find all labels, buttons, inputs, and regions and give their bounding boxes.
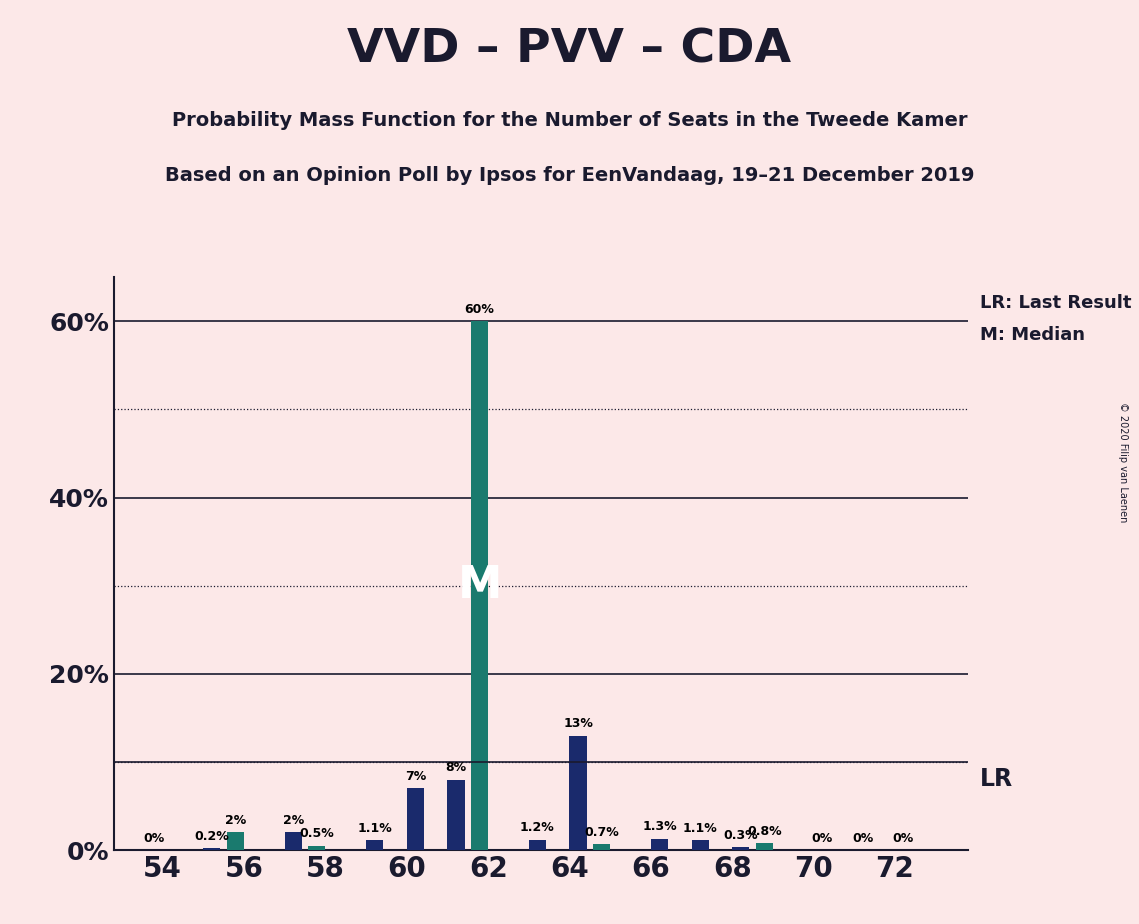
Text: 1.1%: 1.1%: [682, 822, 718, 835]
Bar: [732, 847, 749, 850]
Bar: [756, 843, 773, 850]
Bar: [227, 833, 244, 850]
Text: LR: LR: [980, 767, 1013, 791]
Bar: [285, 833, 302, 850]
Bar: [570, 736, 587, 850]
Text: © 2020 Filip van Laenen: © 2020 Filip van Laenen: [1117, 402, 1128, 522]
Text: M: Median: M: Median: [980, 326, 1084, 344]
Text: 1.2%: 1.2%: [521, 821, 555, 834]
Text: 0%: 0%: [852, 832, 874, 845]
Text: LR: Last Result: LR: Last Result: [980, 294, 1131, 312]
Bar: [691, 841, 708, 850]
Text: 2%: 2%: [224, 814, 246, 827]
Text: 8%: 8%: [445, 761, 467, 774]
Text: 0.8%: 0.8%: [747, 825, 781, 838]
Text: 0.5%: 0.5%: [300, 827, 334, 841]
Text: 2%: 2%: [282, 814, 304, 827]
Bar: [472, 322, 489, 850]
Text: 0.7%: 0.7%: [584, 826, 618, 839]
Text: Based on an Opinion Poll by Ipsos for EenVandaag, 19–21 December 2019: Based on an Opinion Poll by Ipsos for Ee…: [165, 166, 974, 186]
Bar: [593, 844, 611, 850]
Bar: [366, 841, 383, 850]
Text: 1.3%: 1.3%: [642, 821, 677, 833]
Bar: [407, 788, 424, 850]
Bar: [650, 839, 667, 850]
Text: 7%: 7%: [404, 770, 426, 784]
Text: 0%: 0%: [144, 832, 165, 845]
Text: 0.3%: 0.3%: [723, 829, 759, 842]
Bar: [528, 840, 546, 850]
Text: 0%: 0%: [811, 832, 833, 845]
Text: 13%: 13%: [563, 717, 593, 730]
Bar: [309, 845, 326, 850]
Text: 0.2%: 0.2%: [195, 830, 229, 843]
Text: 60%: 60%: [465, 303, 494, 316]
Bar: [448, 780, 465, 850]
Bar: [204, 848, 221, 850]
Text: M: M: [458, 565, 502, 607]
Text: 1.1%: 1.1%: [358, 822, 392, 835]
Text: 0%: 0%: [893, 832, 915, 845]
Text: VVD – PVV – CDA: VVD – PVV – CDA: [347, 28, 792, 73]
Text: Probability Mass Function for the Number of Seats in the Tweede Kamer: Probability Mass Function for the Number…: [172, 111, 967, 130]
